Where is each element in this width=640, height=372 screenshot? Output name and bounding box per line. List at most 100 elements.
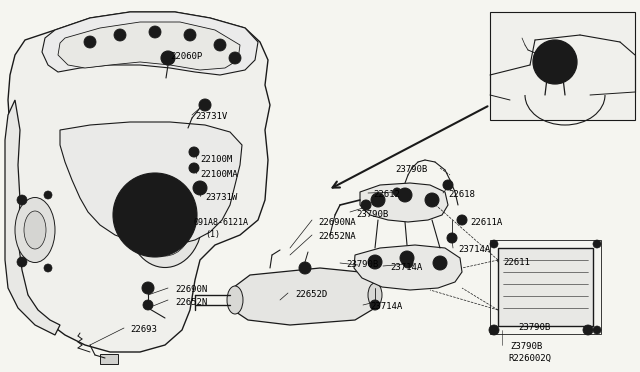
Circle shape [177, 213, 187, 223]
Circle shape [593, 326, 601, 334]
Text: 22652D: 22652D [295, 290, 327, 299]
Circle shape [44, 191, 52, 199]
Circle shape [187, 211, 195, 219]
Circle shape [193, 181, 207, 195]
Circle shape [490, 326, 498, 334]
Circle shape [232, 55, 238, 61]
Text: 23731W: 23731W [205, 193, 237, 202]
Circle shape [447, 233, 457, 243]
Ellipse shape [15, 198, 55, 263]
Text: 22693: 22693 [130, 325, 157, 334]
Polygon shape [5, 100, 60, 335]
Ellipse shape [127, 173, 202, 267]
Circle shape [133, 242, 141, 250]
Polygon shape [360, 183, 448, 222]
Circle shape [169, 180, 177, 188]
Circle shape [44, 264, 52, 272]
Circle shape [199, 99, 211, 111]
Ellipse shape [176, 214, 194, 236]
Text: Z3790B: Z3790B [510, 342, 542, 351]
Circle shape [127, 187, 183, 243]
Text: R226002Q: R226002Q [508, 354, 551, 363]
Circle shape [443, 180, 453, 190]
Circle shape [549, 56, 561, 68]
Polygon shape [8, 12, 270, 352]
Circle shape [457, 215, 467, 225]
Text: 22652NA: 22652NA [318, 232, 356, 241]
Circle shape [368, 255, 382, 269]
Ellipse shape [227, 286, 243, 314]
Circle shape [401, 191, 409, 199]
Circle shape [425, 193, 439, 207]
Circle shape [400, 251, 414, 265]
Circle shape [214, 39, 226, 51]
Text: 23731V: 23731V [195, 112, 227, 121]
Circle shape [371, 258, 379, 266]
Circle shape [428, 196, 436, 204]
Text: 22618: 22618 [448, 190, 475, 199]
Circle shape [164, 54, 172, 62]
Circle shape [17, 195, 27, 205]
Circle shape [593, 240, 601, 248]
Circle shape [143, 203, 167, 227]
Circle shape [490, 240, 498, 248]
Circle shape [370, 300, 380, 310]
Circle shape [371, 193, 385, 207]
Circle shape [133, 180, 141, 188]
Text: 23714A: 23714A [458, 245, 490, 254]
Circle shape [17, 257, 27, 267]
Circle shape [187, 32, 193, 38]
Circle shape [299, 262, 311, 274]
Circle shape [361, 200, 371, 210]
Text: 23714A: 23714A [390, 263, 422, 272]
Circle shape [184, 29, 196, 41]
Circle shape [374, 196, 382, 204]
Circle shape [113, 173, 197, 257]
Bar [498, 248, 593, 326]
Circle shape [114, 29, 126, 41]
Text: 091A8-6121A: 091A8-6121A [193, 218, 248, 227]
Circle shape [161, 51, 175, 65]
Circle shape [541, 48, 569, 76]
Circle shape [393, 188, 401, 196]
Circle shape [84, 36, 96, 48]
Text: 22652N: 22652N [175, 298, 207, 307]
Text: 22612: 22612 [373, 190, 400, 199]
Circle shape [149, 26, 161, 38]
Bar [490, 240, 601, 334]
Text: 23790B: 23790B [518, 323, 550, 332]
Text: 22690NA: 22690NA [318, 218, 356, 227]
Text: 22690N: 22690N [175, 285, 207, 294]
Ellipse shape [368, 283, 382, 307]
Text: 23790B: 23790B [346, 260, 378, 269]
Circle shape [446, 183, 450, 187]
Bar [100, 354, 118, 364]
Text: (1): (1) [205, 230, 220, 239]
Text: 22611: 22611 [503, 258, 530, 267]
Circle shape [533, 40, 577, 84]
Circle shape [169, 242, 177, 250]
Polygon shape [354, 245, 462, 290]
Circle shape [489, 325, 499, 335]
Circle shape [217, 42, 223, 48]
Text: 22100M: 22100M [200, 155, 232, 164]
Circle shape [117, 32, 123, 38]
Circle shape [142, 282, 154, 294]
Text: 23790B: 23790B [395, 165, 428, 174]
Polygon shape [60, 122, 242, 245]
Text: 23714A: 23714A [370, 302, 403, 311]
Ellipse shape [138, 184, 193, 256]
Circle shape [436, 259, 444, 267]
Polygon shape [42, 12, 258, 75]
Circle shape [364, 202, 369, 208]
Circle shape [403, 258, 413, 268]
Circle shape [583, 325, 593, 335]
Circle shape [152, 29, 158, 35]
Circle shape [398, 188, 412, 202]
Circle shape [189, 163, 199, 173]
Polygon shape [490, 12, 635, 120]
Circle shape [229, 52, 241, 64]
Circle shape [115, 211, 123, 219]
Text: 23790B: 23790B [356, 210, 388, 219]
Circle shape [143, 300, 153, 310]
